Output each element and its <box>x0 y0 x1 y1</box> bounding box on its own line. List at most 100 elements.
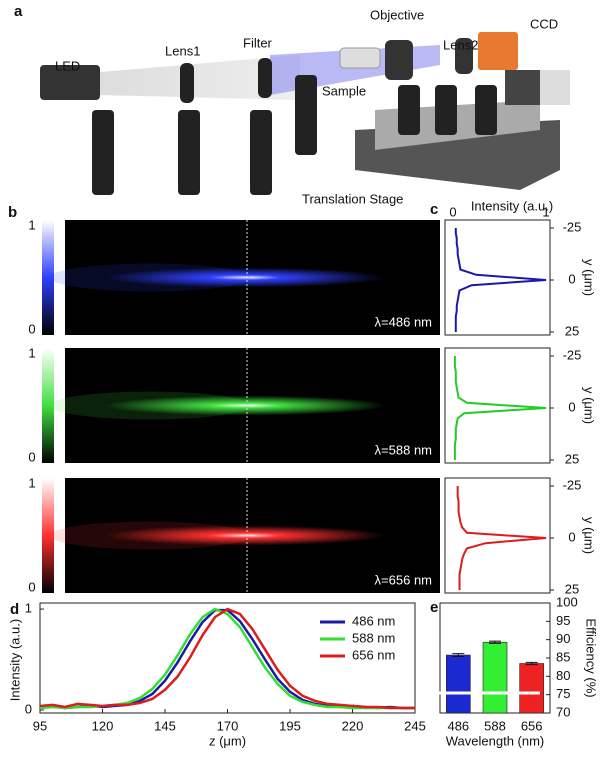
motor-end <box>540 70 570 105</box>
bar <box>482 641 508 714</box>
legend-label: 486 nm <box>352 613 395 628</box>
y-tick-label: -25 <box>563 347 582 362</box>
x-tick-label: 486 <box>447 718 469 733</box>
post <box>398 85 420 135</box>
colorbar-tick: 1 <box>28 475 35 490</box>
colorbar-tick: 1 <box>28 217 35 232</box>
y-axis-label: Efficiency (%) <box>584 618 599 697</box>
panel-label: b <box>8 204 17 221</box>
y-tick-label: 80 <box>556 668 570 683</box>
y-tick-label: -25 <box>563 219 582 234</box>
x-tick-label: 220 <box>342 718 364 733</box>
led <box>40 65 100 100</box>
wavelength-label: λ=588 nm <box>375 442 432 457</box>
y-tick-label: 0 <box>568 399 575 414</box>
error-bar <box>489 640 501 644</box>
filter <box>258 58 272 98</box>
beam <box>105 267 385 288</box>
setup-label: Objective <box>370 7 424 22</box>
x-axis-label: Intensity (a.u.) <box>471 198 553 213</box>
error-bar <box>452 653 465 658</box>
y-tick-label: 90 <box>556 631 570 646</box>
legend-label: 656 nm <box>352 647 395 662</box>
colorbar <box>42 478 54 593</box>
plot-frame <box>444 219 551 336</box>
colorbar-tick: 0 <box>28 321 35 336</box>
legend-label: 588 nm <box>352 630 395 645</box>
x-tick-label: 170 <box>217 718 239 733</box>
mount <box>385 40 413 80</box>
y-tick-label: 95 <box>556 613 570 628</box>
setup-label: Sample <box>322 83 366 98</box>
setup-label: Translation Stage <box>302 191 403 206</box>
colorbar <box>42 348 54 463</box>
colorbar-tick: 0 <box>28 579 35 594</box>
x-tick-label: 1 <box>542 204 549 219</box>
profile-line <box>456 486 547 590</box>
y-tick-label: 85 <box>556 649 570 664</box>
wavelength-label: λ=656 nm <box>375 572 432 587</box>
profile-line <box>454 228 547 332</box>
setup-label: Lens2 <box>443 37 478 52</box>
x-tick-label: 588 <box>484 718 506 733</box>
y-tick-label: 0 <box>25 701 32 716</box>
beam-tail <box>50 263 250 292</box>
x-tick-label: 120 <box>92 718 114 733</box>
setup-label: LED <box>55 58 80 73</box>
colorbar-tick: 0 <box>28 449 35 464</box>
wavelength-label: λ=486 nm <box>375 314 432 329</box>
beam-tail <box>50 391 250 420</box>
beam <box>105 395 385 416</box>
line <box>39 607 415 710</box>
y-tick-label: 0 <box>568 271 575 286</box>
colorbar-tick: 1 <box>28 345 35 360</box>
bar <box>446 654 471 714</box>
y-axis-label: Intensity (a.u.) <box>7 619 22 701</box>
post <box>92 110 114 195</box>
panel-label: d <box>10 601 19 618</box>
x-tick-label: 245 <box>404 718 426 733</box>
setup-label: Lens1 <box>165 43 200 58</box>
setup-labels: LED Lens1 Filter Objective Lens2 CCD Sam… <box>55 7 558 206</box>
x-tick-label: 95 <box>33 718 47 733</box>
y-tick-label: 0 <box>568 529 575 544</box>
y-tick-label: 70 <box>556 704 570 719</box>
y-tick-label: 25 <box>565 451 579 466</box>
panel-label: c <box>430 201 438 218</box>
lens1 <box>180 63 194 103</box>
x-tick-label: 145 <box>154 718 176 733</box>
y-tick-label: 75 <box>556 686 570 701</box>
x-axis-label: z (μm) <box>209 733 246 748</box>
setup-label: Filter <box>243 35 273 50</box>
colorbar <box>42 220 54 335</box>
post <box>295 75 317 155</box>
x-tick-label: 195 <box>279 718 301 733</box>
objective <box>339 47 381 69</box>
beam-tail <box>50 521 250 550</box>
plots: 0 1 λ=486 nm 0 1 λ=588 nm 0 1 λ=656 nm Intensity … <box>7 198 598 748</box>
y-tick-label: 25 <box>565 323 579 338</box>
y-tick-label: 25 <box>565 581 579 596</box>
post <box>475 85 497 135</box>
y-axis-label: y (μm) <box>582 387 597 424</box>
panel-label: a <box>14 3 23 20</box>
ccd <box>478 32 518 70</box>
panel-label: e <box>430 599 438 616</box>
beam <box>105 525 385 546</box>
x-tick-label: 656 <box>521 718 543 733</box>
x-tick-label: 0 <box>449 204 456 219</box>
setup-drawing <box>40 32 570 195</box>
y-tick-label: 100 <box>556 594 578 609</box>
y-axis-label: y (μm) <box>582 259 597 296</box>
bar <box>519 663 544 714</box>
post <box>178 110 200 195</box>
error-bar <box>525 661 538 666</box>
y-tick-label: -25 <box>563 477 582 492</box>
setup-label: CCD <box>530 16 558 31</box>
plot-frame <box>444 347 551 464</box>
x-axis-label: Wavelength (nm) <box>446 733 545 748</box>
y-axis-label: y (μm) <box>582 517 597 554</box>
post <box>250 110 272 195</box>
